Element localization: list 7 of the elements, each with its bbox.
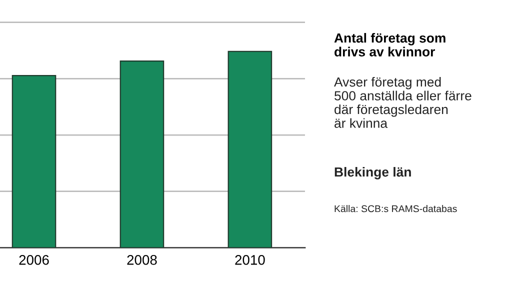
- x-tick-label: 2006: [19, 255, 49, 265]
- text: Avser företag med 500 anställda eller färre där företagsledaren är kvinna: [334, 77, 472, 128]
- text: Källa: SCB:s RAMS-databas: [334, 205, 457, 212]
- text: Blekinge län: [334, 167, 411, 180]
- text: Antal företag som drivs av kvinnor: [334, 33, 446, 56]
- x-tick-label: 2008: [127, 255, 157, 265]
- x-tick-label: 2010: [235, 255, 265, 265]
